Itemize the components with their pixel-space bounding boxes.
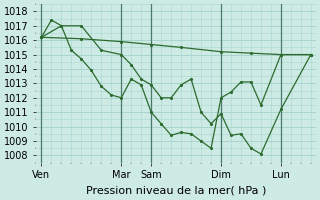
X-axis label: Pression niveau de la mer( hPa ): Pression niveau de la mer( hPa ) — [86, 186, 266, 196]
